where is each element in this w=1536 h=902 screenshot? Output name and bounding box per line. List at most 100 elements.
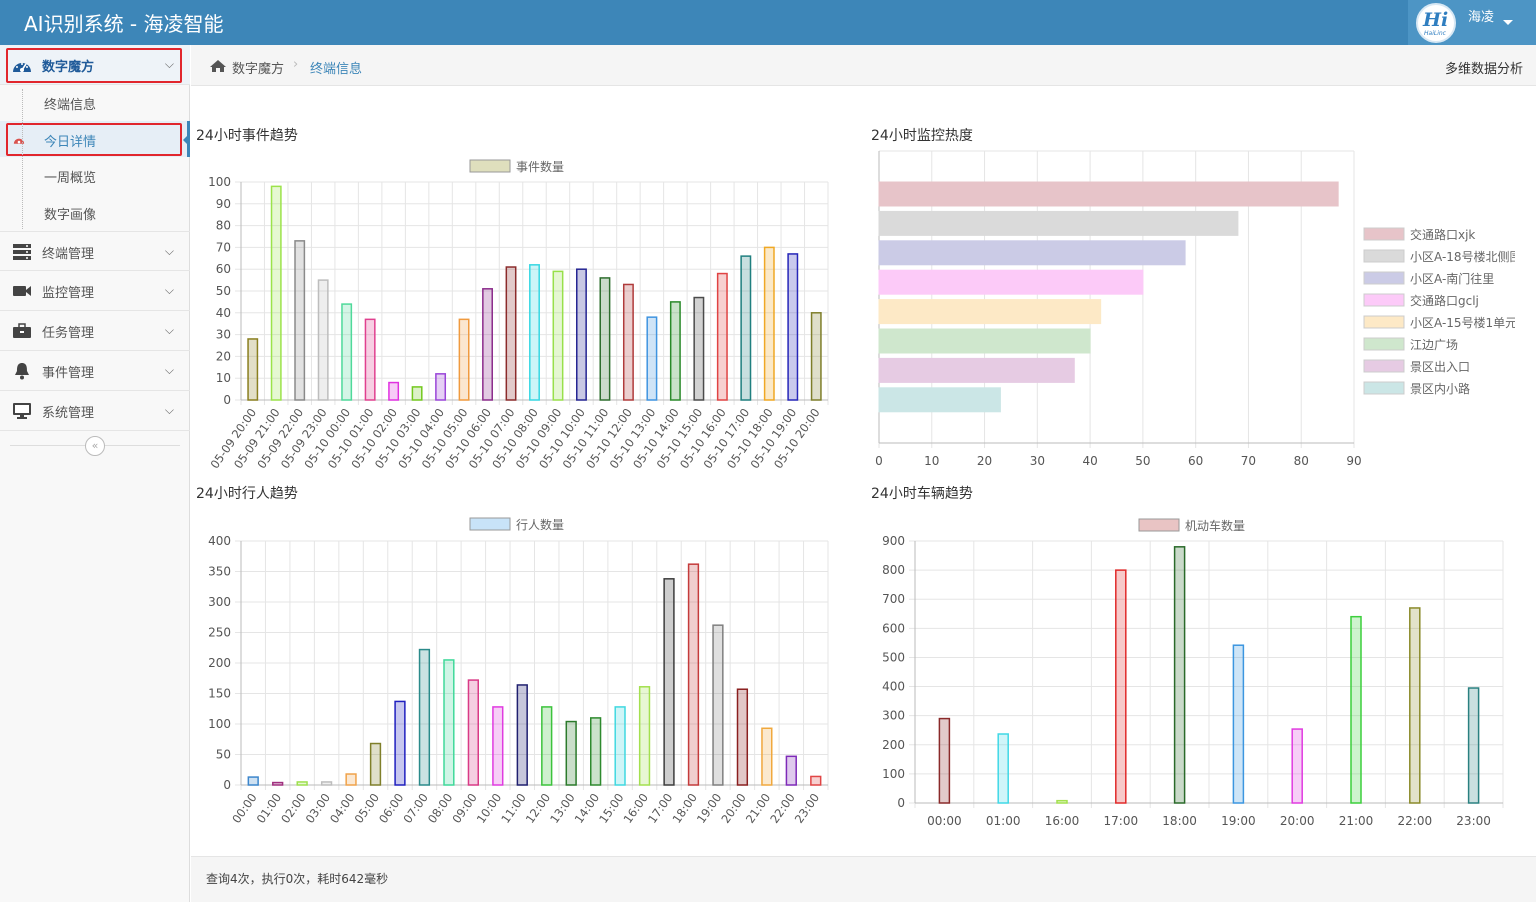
x-tick-label: 18:00	[1162, 814, 1197, 828]
bar	[435, 373, 447, 401]
bar	[272, 781, 284, 786]
y-tick-label: 100	[882, 767, 905, 781]
breadcrumb-item[interactable]: 数字魔方	[232, 62, 285, 77]
x-tick-label: 21:00	[1339, 814, 1374, 828]
logo-mark-icon: Hi	[1423, 9, 1449, 31]
x-tick-label: 01:00	[986, 814, 1021, 828]
bar	[878, 269, 1144, 295]
legend-label: 机动车数量	[1185, 518, 1245, 533]
x-tick-label: 20:00	[718, 791, 748, 826]
y-tick-label: 40	[216, 306, 231, 320]
bar	[364, 318, 376, 401]
highlight-box-menu	[6, 48, 182, 83]
bar	[492, 706, 504, 786]
x-tick-label: 18:00	[669, 791, 699, 826]
y-tick-label: 100	[208, 175, 231, 189]
x-tick-label: 20	[977, 454, 992, 468]
legend-label: 江边广场	[1410, 338, 1458, 352]
legend-swatch	[1363, 249, 1405, 263]
multidimensional-analysis-link[interactable]: 多维数据分析	[1444, 62, 1523, 77]
sidebar-item-digital-cube[interactable]: 数字魔方 ⌵	[0, 45, 190, 85]
briefcase-icon	[13, 323, 31, 338]
bar	[938, 717, 951, 804]
chevron-down-icon: ⌵	[164, 403, 174, 417]
pedestrian-bar-chart: 行人数量 0 50 100 150 200 250 300 350 400 00:0001:0002…	[208, 517, 829, 826]
x-tick-label: 11:00	[498, 791, 528, 826]
x-tick-label: 19:00	[1221, 814, 1256, 828]
bar	[270, 185, 282, 401]
bar	[669, 301, 681, 401]
vehicle-bar-chart: 机动车数量 0 100 200 300 400 500 600 700 800 900 00:00 01…	[882, 518, 1504, 828]
bar	[810, 312, 822, 401]
y-tick-label: 60	[216, 262, 231, 276]
sidebar-subitem-week-overview[interactable]: 一周概览	[0, 157, 190, 193]
y-tick-label: 30	[216, 328, 231, 342]
bell-icon	[15, 363, 29, 380]
bar	[785, 755, 797, 786]
status-footer: 查询4次，执行0次，耗时642毫秒	[191, 856, 1536, 902]
bar	[1467, 687, 1480, 804]
x-tick-label: 22:00	[1398, 814, 1433, 828]
bar	[663, 578, 675, 786]
chevron-down-icon: ⌵	[164, 283, 174, 297]
home-icon[interactable]	[209, 59, 227, 73]
x-tick-label: 23:00	[792, 791, 822, 826]
sidebar-subitem-digital-portrait[interactable]: 数字画像	[0, 194, 190, 230]
sidebar-subitem-label: 今日详情	[44, 135, 97, 150]
y-tick-label: 800	[882, 563, 905, 577]
x-tick-label: 16:00	[621, 791, 651, 826]
x-tick-label: 60	[1188, 454, 1203, 468]
sidebar-item-task-management[interactable]: 任务管理 ⌵	[0, 311, 190, 351]
y-tick-label: 70	[216, 240, 231, 254]
bar	[394, 700, 406, 786]
sidebar-item-system-management[interactable]: 系统管理 ⌵	[0, 391, 190, 431]
dashboard-icon	[13, 138, 25, 144]
y-tick-label: 0	[223, 393, 231, 407]
y-tick-label: 250	[208, 626, 231, 640]
y-tick-label: 700	[882, 592, 905, 606]
sidebar-item-label: 事件管理	[42, 366, 95, 381]
sidebar-item-label: 数字魔方	[42, 60, 95, 75]
bar	[1232, 644, 1245, 804]
chevron-down-icon: ⌵	[164, 57, 174, 71]
bar	[1350, 615, 1362, 804]
sidebar-item-monitor-management[interactable]: 监控管理 ⌵	[0, 271, 190, 311]
x-tick-label: 17:00	[645, 791, 675, 826]
bar	[712, 624, 724, 786]
legend-swatch	[1138, 518, 1180, 532]
highlight-box-subitem	[6, 123, 182, 156]
y-tick-label: 150	[208, 687, 231, 701]
sidebar-item-event-management[interactable]: 事件管理 ⌵	[0, 351, 190, 391]
y-tick-label: 300	[208, 595, 231, 609]
x-tick-label: 04:00	[327, 791, 357, 826]
user-avatar[interactable]: Hi HaiLinc	[1416, 3, 1456, 43]
bar	[810, 775, 822, 786]
legend-swatch	[1363, 359, 1405, 373]
bar	[878, 328, 1091, 354]
bar	[369, 742, 382, 786]
user-menu[interactable]: Hi HaiLinc 海凌	[1408, 0, 1536, 45]
sidebar-subitem-terminal-info[interactable]: 终端信息	[0, 84, 190, 120]
sidebar-collapse-button[interactable]: «	[85, 436, 105, 456]
y-tick-label: 50	[216, 748, 231, 762]
legend-swatch	[469, 517, 511, 531]
x-tick-label: 06:00	[376, 791, 406, 826]
x-tick-label: 30	[1030, 454, 1045, 468]
bar	[740, 255, 752, 401]
bar	[878, 299, 1102, 325]
legend-label: 小区A-18号楼北侧围	[1410, 249, 1522, 264]
x-tick-label: 00:00	[927, 814, 962, 828]
bar	[1291, 728, 1303, 804]
legend-swatch	[1363, 271, 1405, 285]
bar	[345, 773, 357, 786]
x-tick-label: 21:00	[743, 791, 773, 826]
bar	[294, 240, 306, 401]
user-name[interactable]: 海凌	[1468, 10, 1495, 25]
legend-label: 景区内小路	[1410, 381, 1470, 396]
sidebar-subitem-today-details[interactable]: 今日详情	[0, 121, 190, 157]
caret-down-icon[interactable]	[1503, 20, 1513, 25]
sidebar-item-terminal-management[interactable]: 终端管理 ⌵	[0, 231, 190, 271]
server-icon	[13, 244, 31, 260]
y-tick-label: 90	[216, 197, 231, 211]
bar	[247, 776, 259, 786]
